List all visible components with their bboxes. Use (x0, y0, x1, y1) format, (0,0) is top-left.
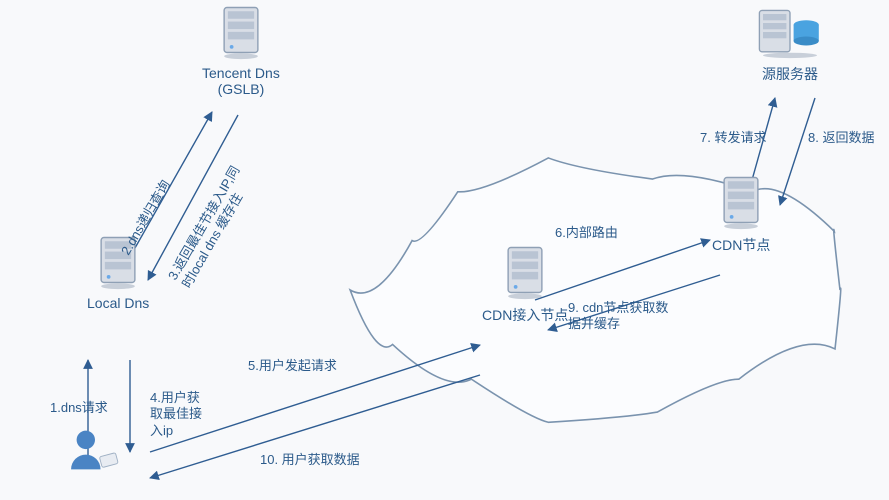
node-label: CDN节点 (712, 235, 770, 255)
origin-server-icon (754, 5, 826, 59)
node-label: CDN接入节点 (482, 305, 568, 325)
edge-8 (780, 98, 815, 205)
node-label: 源服务器 (754, 64, 826, 84)
node-label: Local Dns (87, 295, 149, 311)
server-icon (218, 0, 264, 60)
node-cdn-node: CDN节点 (712, 170, 770, 255)
server-icon (502, 240, 548, 300)
node-tencent-dns-gslb: Tencent Dns(GSLB) (202, 0, 280, 97)
user-icon (67, 427, 123, 473)
node-cdn-access: CDN接入节点 (482, 240, 568, 325)
edge-label-5: 5.用户发起请求 (248, 358, 337, 374)
node-label: Tencent Dns(GSLB) (202, 65, 280, 97)
edge-label-6: 6.内部路由 (555, 225, 618, 241)
edge-label-8: 8. 返回数据 (808, 130, 874, 146)
edge-label-3: 3.返回最佳节接入IP,同时local dns 缓存住 (165, 163, 258, 291)
edge-label-1: 1.dns请求 (50, 400, 108, 416)
server-icon (718, 170, 764, 230)
edge-label-10: 10. 用户获取数据 (260, 452, 360, 468)
edge-label-9: 9. cdn节点获取数据并缓存 (568, 300, 668, 333)
node-origin-server: 源服务器 (754, 5, 826, 84)
cdn-flow-diagram: { "diagram": { "type": "network", "backg… (0, 0, 889, 500)
edge-label-4: 4.用户获取最佳接入ip (150, 390, 202, 439)
node-user (67, 427, 123, 478)
edge-label-7: 7. 转发请求 (700, 130, 766, 146)
